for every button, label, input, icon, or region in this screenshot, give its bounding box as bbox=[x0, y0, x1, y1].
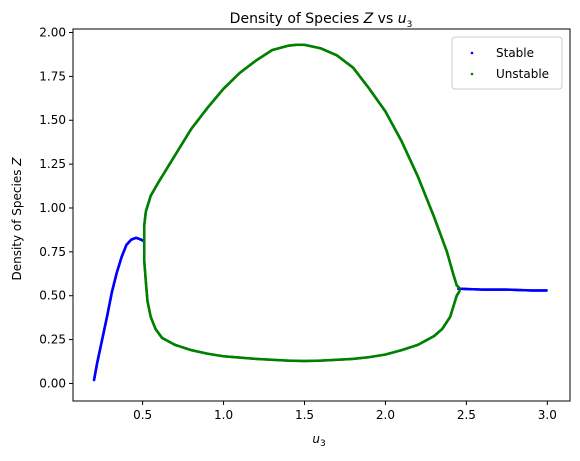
x-tick-label: 2.5 bbox=[457, 408, 476, 422]
x-axis-label: u3 bbox=[312, 432, 325, 449]
legend: Stable Unstable bbox=[451, 36, 563, 90]
x-tick-label: 0.5 bbox=[133, 408, 152, 422]
series-unstable bbox=[142, 43, 461, 363]
y-tick-label: 2.00 bbox=[39, 26, 66, 40]
y-tick-label: 0.50 bbox=[39, 289, 66, 303]
legend-box bbox=[451, 36, 563, 90]
x-tick-label: 1.0 bbox=[214, 408, 233, 422]
chart-title: Density of Species Z vs u3 bbox=[230, 11, 413, 30]
data-point-unstable bbox=[458, 289, 461, 293]
x-tick-label: 2.0 bbox=[376, 408, 395, 422]
y-tick-label: 1.75 bbox=[39, 69, 66, 83]
y-tick-label: 1.25 bbox=[39, 157, 66, 171]
y-axis-ticks: 0.00 0.25 0.50 0.75 1.00 1.25 1.50 1.75 2.00 bbox=[39, 26, 73, 390]
legend-label-stable: Stable bbox=[496, 46, 534, 60]
data-layer bbox=[92, 43, 548, 382]
legend-marker-unstable bbox=[470, 72, 474, 76]
y-tick-label: 1.50 bbox=[39, 113, 66, 127]
legend-label-unstable: Unstable bbox=[496, 67, 549, 81]
x-tick-label: 1.5 bbox=[295, 408, 314, 422]
y-axis-label: Density of Species Z bbox=[10, 157, 24, 281]
y-tick-label: 0.00 bbox=[39, 376, 66, 390]
series-stable bbox=[92, 236, 548, 382]
plot-frame bbox=[72, 28, 571, 402]
y-tick-label: 0.25 bbox=[39, 333, 66, 347]
x-tick-label: 3.0 bbox=[538, 408, 557, 422]
x-axis-ticks: 0.5 1.0 1.5 2.0 2.5 3.0 bbox=[133, 401, 557, 422]
y-tick-label: 0.75 bbox=[39, 245, 66, 259]
y-tick-label: 1.00 bbox=[39, 201, 66, 215]
data-point-unstable bbox=[458, 286, 461, 290]
legend-marker-stable bbox=[470, 51, 474, 55]
data-point-stable bbox=[545, 289, 548, 292]
